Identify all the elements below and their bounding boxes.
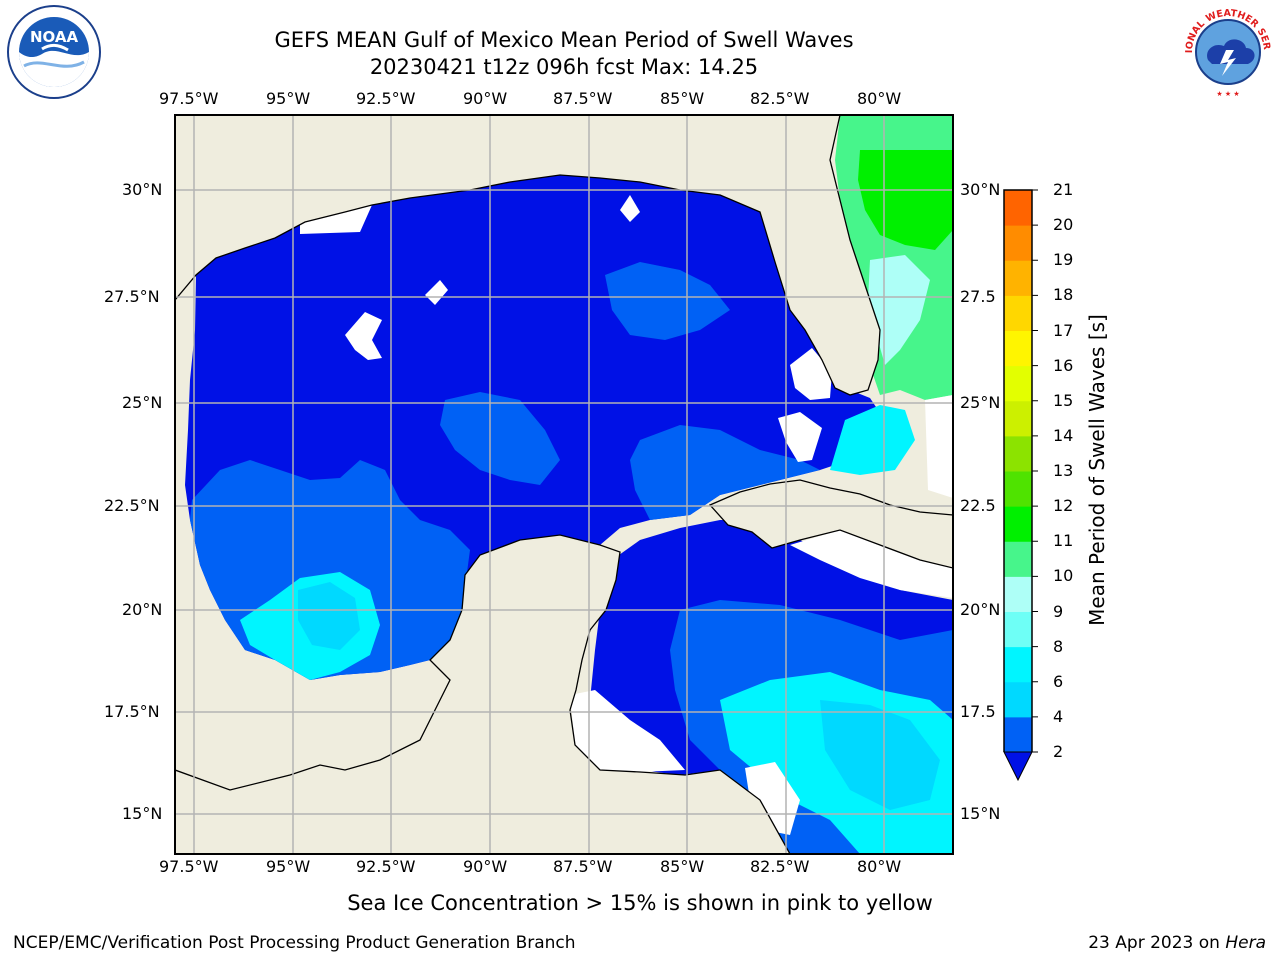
footer-credit: NCEP/EMC/Verification Post Processing Pr… xyxy=(13,933,576,953)
no-data-zone xyxy=(620,195,640,222)
lon-label-top: 87.5°W xyxy=(553,89,613,108)
no-data-zone xyxy=(790,530,953,598)
lon-label-top: 82.5°W xyxy=(750,89,810,108)
colorbar-tick-label: 14 xyxy=(1053,425,1074,445)
no-data-zone xyxy=(778,412,822,462)
colorbar-tick-label: 15 xyxy=(1053,390,1074,410)
lon-label-bottom: 95°W xyxy=(266,857,311,876)
colorbar-tick-label: 13 xyxy=(1053,461,1074,480)
lon-label-bottom: 82.5°W xyxy=(750,857,810,876)
svg-text:NOAA: NOAA xyxy=(30,28,79,46)
lat-label-right: 22.5 xyxy=(960,496,996,515)
map-frame xyxy=(174,114,954,855)
colorbar-segment xyxy=(1004,611,1032,648)
lat-label-left: 22.5°N xyxy=(104,496,160,515)
colorbar-tick-label: 17 xyxy=(1053,320,1074,340)
lat-label-right: 15°N xyxy=(960,804,1001,823)
noaa-logo: NOAA xyxy=(7,5,101,99)
lon-label-bottom: 97.5°W xyxy=(159,857,219,876)
lon-label-top: 80°W xyxy=(857,89,902,108)
lat-label-right: 17.5 xyxy=(960,702,996,721)
svg-text:★ ★ ★: ★ ★ ★ xyxy=(1216,90,1239,98)
lat-label-left: 20°N xyxy=(122,600,163,619)
colorbar-tick-label: 6 xyxy=(1053,671,1064,691)
lat-label-left: 17.5°N xyxy=(104,702,160,721)
no-data-zone xyxy=(425,280,448,305)
footer-host: Hera xyxy=(1225,933,1266,953)
no-data-zone xyxy=(570,690,685,772)
map-title: GEFS MEAN Gulf of Mexico Mean Period of … xyxy=(274,28,854,52)
colorbar-segment xyxy=(1004,681,1032,718)
lon-label-top: 85°W xyxy=(660,89,705,108)
lon-label-bottom: 80°W xyxy=(857,857,902,876)
colorbar-under-arrow xyxy=(1003,751,1033,782)
colorbar-segment xyxy=(1004,506,1032,542)
gulf-patch-2-4s-north xyxy=(605,262,730,340)
lat-label-right: 30°N xyxy=(960,180,1001,199)
no-data-zone xyxy=(345,312,382,360)
colorbar-segment xyxy=(1004,576,1032,612)
nws-logo: NATIONAL WEATHER SERVICE ★ ★ ★ xyxy=(1176,4,1275,99)
lat-label-left: 15°N xyxy=(122,804,163,823)
colorbar-tick-label: 10 xyxy=(1053,566,1074,586)
lon-label-top: 95°W xyxy=(266,89,311,108)
colorbar-tick-label: 16 xyxy=(1053,355,1074,375)
colorbar-segment xyxy=(1004,330,1032,367)
colorbar-tick-label: 4 xyxy=(1053,706,1064,726)
graticule xyxy=(175,115,953,854)
colorbar-segment xyxy=(1004,435,1032,472)
colorbar-segment xyxy=(1004,260,1032,296)
atlantic-field-11s xyxy=(858,150,953,250)
colorbar-tick-label: 21 xyxy=(1053,180,1074,199)
lon-label-top: 92.5°W xyxy=(356,89,416,108)
colorbar-segment xyxy=(1004,716,1032,753)
footer-date: 23 Apr 2023 on Hera xyxy=(1088,933,1266,953)
colorbar-tick-label: 8 xyxy=(1053,636,1064,656)
lon-label-top: 90°W xyxy=(463,89,508,108)
colorbar-segment xyxy=(1004,646,1032,683)
no-data-zone xyxy=(300,205,372,234)
sea-ice-note: Sea Ice Concentration > 15% is shown in … xyxy=(347,891,933,915)
cuba xyxy=(708,479,953,569)
colorbar-segment xyxy=(1004,190,1032,226)
lat-label-right: 27.5 xyxy=(960,287,996,306)
lon-label-bottom: 87.5°W xyxy=(553,857,613,876)
colorbar-tick-label: 12 xyxy=(1053,496,1074,516)
gulf-patch-2-4s-central xyxy=(440,392,560,485)
lon-label-bottom: 85°W xyxy=(660,857,705,876)
colorbar-tick-label: 11 xyxy=(1053,531,1074,551)
lat-label-right: 20°N xyxy=(960,600,1001,619)
colorbar-tick-label: 9 xyxy=(1053,601,1064,621)
map-subtitle: 20230421 t12z 096h fcst Max: 14.25 xyxy=(369,55,759,79)
caribbean-patch-6-8s xyxy=(820,700,940,810)
colorbar-tick-label: 20 xyxy=(1053,215,1074,235)
colorbar-tick-label: 18 xyxy=(1053,285,1074,305)
colorbar-segment xyxy=(1004,295,1032,331)
colorbar-label: Mean Period of Swell Waves [s] xyxy=(1085,314,1109,626)
lat-label-left: 30°N xyxy=(122,180,163,199)
colorbar-segment xyxy=(1004,541,1032,577)
footer-date-text: 23 Apr 2023 on xyxy=(1088,933,1226,953)
colorbar-segment xyxy=(1004,365,1032,402)
colorbar-segment xyxy=(1004,225,1032,261)
no-data-zone xyxy=(790,348,832,400)
colorbar-tick-label: 19 xyxy=(1053,250,1074,270)
lon-label-bottom: 92.5°W xyxy=(356,857,416,876)
lat-label-right: 25°N xyxy=(960,393,1001,412)
colorbar-segment xyxy=(1004,471,1032,507)
campeche-patch-6-8s xyxy=(298,582,360,650)
lon-label-bottom: 90°W xyxy=(463,857,508,876)
colorbar-segment xyxy=(1004,400,1032,437)
lat-label-left: 25°N xyxy=(122,393,163,412)
gulf-patch-2-4s-east xyxy=(630,425,820,520)
colorbar xyxy=(1003,189,1038,782)
lon-label-top: 97.5°W xyxy=(159,89,219,108)
florida-keys-patch xyxy=(830,405,915,475)
lat-label-left: 27.5°N xyxy=(104,287,160,306)
no-data-zone xyxy=(925,395,953,498)
colorbar-tick-label: 2 xyxy=(1053,742,1064,761)
yucatan-peninsula xyxy=(175,534,791,854)
